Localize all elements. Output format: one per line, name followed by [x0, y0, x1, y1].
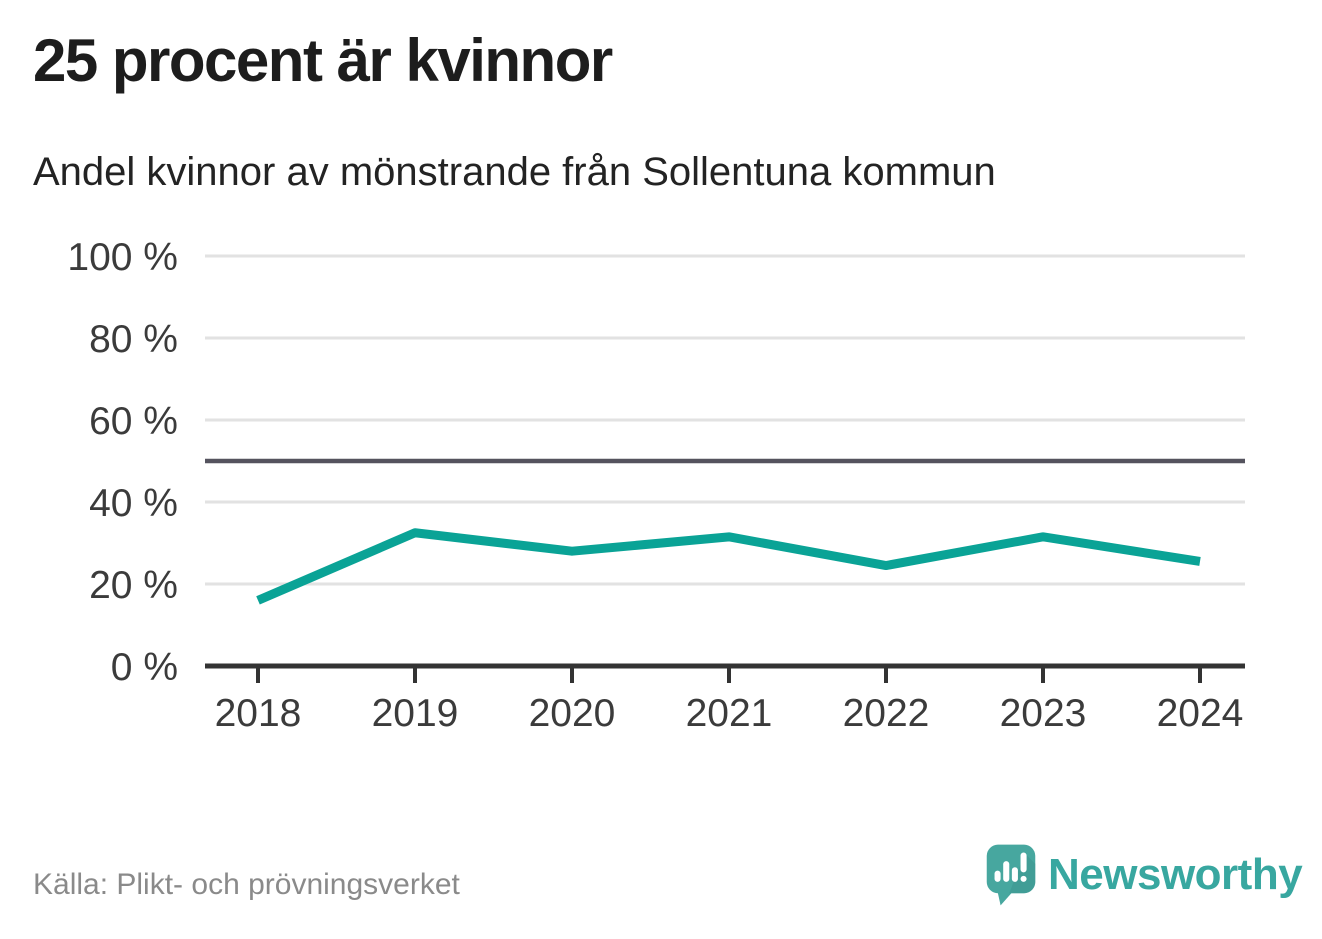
logo-bar-2 [1003, 861, 1010, 882]
y-axis-tick-label: 80 % [89, 318, 178, 361]
source-note: Källa: Plikt- och prövningsverket [33, 868, 460, 901]
x-axis-tick-label: 2024 [1157, 692, 1244, 735]
y-axis-tick-label: 0 % [111, 646, 178, 689]
line-chart: 0 % 20 % 40 % 60 % 80 % 100 % 2018 2019 2020 2021… [67, 236, 1245, 735]
x-axis-tick-label: 2020 [529, 692, 616, 735]
y-axis-tick-label: 40 % [89, 482, 178, 525]
y-axis-tick-label: 100 % [67, 236, 178, 279]
chart-title: 25 procent är kvinnor [33, 27, 613, 94]
y-axis-tick-label: 60 % [89, 400, 178, 443]
data-line [256, 528, 1201, 605]
logo-shadow-shape [1009, 853, 1036, 894]
logo-exclamation-dot [1020, 875, 1027, 882]
logo-bar-1 [994, 870, 1001, 882]
x-axis-tick-label: 2021 [686, 692, 773, 735]
x-axis-tick-label: 2019 [372, 692, 459, 735]
logo-bar-3 [1011, 867, 1018, 882]
x-axis-tick-label: 2018 [215, 692, 302, 735]
y-axis-tick-label: 20 % [89, 564, 178, 607]
newsworthy-logo-text: Newsworthy [1048, 850, 1303, 899]
newsworthy-logo: Newsworthy [985, 842, 1303, 908]
x-axis-tick-label: 2022 [843, 692, 930, 735]
logo-exclamation-bar [1020, 852, 1027, 873]
newsworthy-logo-icon [986, 844, 1036, 906]
chart-subtitle: Andel kvinnor av mönstrande från Sollent… [33, 150, 996, 194]
x-axis-tick-label: 2023 [1000, 692, 1087, 735]
